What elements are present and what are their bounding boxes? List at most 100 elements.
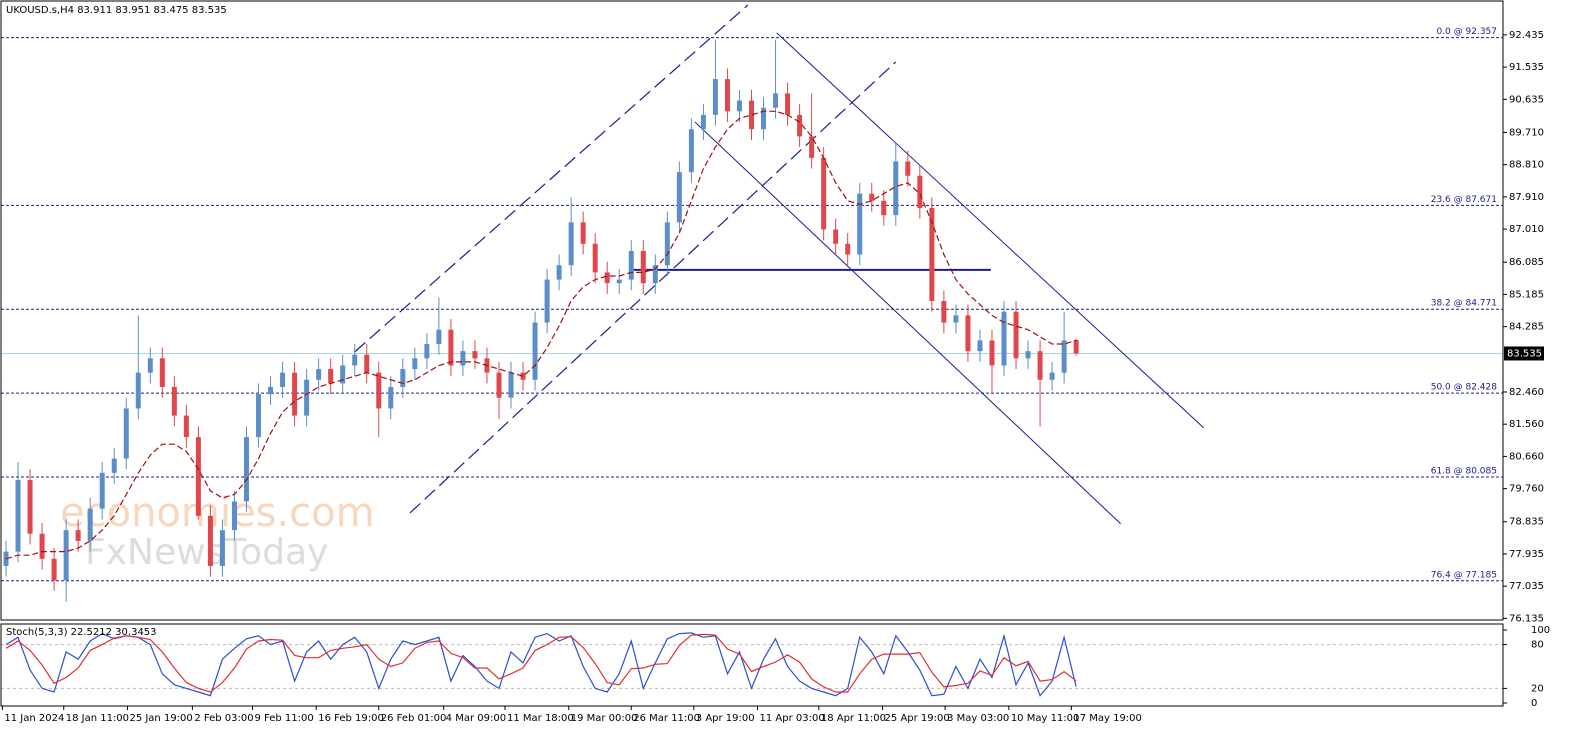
candle-body: [1001, 311, 1007, 366]
candle-body: [941, 301, 947, 323]
current-price-box: [1504, 346, 1544, 361]
candle-body: [905, 161, 911, 176]
candle-body: [724, 79, 730, 112]
x-tick-label: 26 Mar 11:00: [633, 713, 700, 724]
watermark: FxNewsToday: [85, 532, 328, 573]
fib-label: 61.8 @ 80.085: [1431, 466, 1497, 476]
candle-body: [243, 437, 249, 502]
candle-body: [75, 530, 81, 541]
candle-body: [568, 222, 574, 266]
candle-body: [652, 265, 658, 284]
candle-body: [749, 100, 754, 130]
candle-body: [436, 329, 442, 345]
stoch-tick-label: 80: [1531, 640, 1544, 651]
candle-body: [328, 369, 334, 384]
candle-body: [280, 372, 286, 387]
candle-body: [604, 272, 610, 284]
y-tick-label: 90.635: [1509, 94, 1544, 105]
candle-body: [63, 530, 69, 581]
candle-body: [1037, 351, 1043, 380]
y-tick-label: 91.535: [1509, 62, 1544, 73]
fib-label: 76.4 @ 77.185: [1431, 570, 1497, 580]
trendline: [409, 61, 897, 514]
candle-body: [580, 222, 586, 244]
y-tick-label: 89.710: [1509, 127, 1544, 138]
x-tick-label: 11 Apr 03:00: [760, 713, 825, 724]
candle-body: [159, 358, 165, 387]
x-tick-label: 18 Apr 11:00: [821, 713, 886, 724]
candle-body: [111, 458, 117, 473]
y-tick-label: 92.435: [1509, 30, 1544, 41]
candle-body: [147, 358, 153, 373]
x-tick-label: 4 Mar 09:00: [446, 713, 506, 724]
candle-body: [448, 329, 454, 366]
candle-body: [15, 480, 21, 552]
candle-body: [207, 515, 213, 566]
y-tick-label: 80.660: [1509, 451, 1544, 462]
candle-body: [87, 508, 93, 541]
x-tick-label: 3 Apr 19:00: [696, 713, 755, 724]
x-tick-label: 11 Mar 18:00: [507, 713, 574, 724]
candle-body: [171, 386, 177, 416]
candle-body: [219, 530, 225, 566]
candle-body: [135, 372, 141, 409]
stoch-label: Stoch(5,3,3) 22.5212 30.3453: [6, 627, 157, 638]
candle-body: [773, 93, 779, 108]
candle-body: [845, 243, 851, 255]
candle-body: [508, 372, 514, 398]
candle-body: [712, 79, 718, 115]
candle-body: [953, 315, 959, 323]
candle-body: [364, 354, 370, 373]
candle-body: [797, 114, 803, 137]
candle-body: [532, 322, 538, 380]
candle-body: [1061, 340, 1067, 373]
candle-body: [989, 340, 995, 366]
candle-body: [893, 161, 899, 216]
moving-average: [5, 110, 1077, 560]
candle-body: [388, 386, 394, 409]
candle-body: [700, 114, 706, 130]
x-tick-label: 26 Feb 01:00: [381, 713, 447, 724]
plot: 92.435 91.535 90.635 89.710 88.810 87.910 87.0…: [1, 4, 1550, 724]
x-tick-label: 2 Feb 03:00: [194, 713, 253, 724]
candle-body: [231, 501, 237, 531]
candle-body: [520, 372, 526, 380]
trendline: [694, 121, 1121, 525]
candle-body: [316, 369, 322, 380]
stoch-line: [5, 632, 1077, 697]
x-tick-label: 11 Jan 2024: [4, 713, 64, 724]
y-tick-label: 77.035: [1509, 581, 1544, 592]
watermark: economies.com: [60, 490, 375, 536]
candle-body: [929, 207, 935, 302]
stoch-tick-label: 20: [1531, 683, 1544, 694]
candle-body: [183, 415, 189, 438]
y-tick-label: 86.085: [1509, 257, 1544, 268]
chart-title: UKOUSD.s,H4 83.911 83.951 83.475 83.535: [6, 5, 227, 16]
fib-label: 0.0 @ 92.357: [1436, 27, 1497, 37]
y-tick-label: 87.910: [1509, 192, 1544, 203]
candle-body: [99, 472, 105, 509]
x-tick-label: 25 Apr 19:00: [885, 713, 950, 724]
y-tick-label: 82.460: [1509, 387, 1544, 398]
stoch-tick-label: 100: [1531, 625, 1550, 636]
candle-body: [376, 372, 382, 409]
candle-body: [472, 351, 478, 359]
candle-body: [676, 172, 682, 223]
candle-body: [688, 129, 694, 173]
candle-body: [424, 344, 430, 359]
candle-body: [1073, 340, 1079, 354]
candle-body: [640, 250, 646, 284]
trendline: [776, 32, 1204, 429]
x-tick-label: 10 May 11:00: [1011, 713, 1080, 724]
candle-body: [869, 193, 875, 201]
candle-body: [1049, 372, 1055, 380]
candle-body: [628, 250, 634, 280]
x-tick-label: 18 Jan 11:00: [66, 713, 129, 724]
candle-body: [556, 265, 562, 280]
y-tick-label: 77.935: [1509, 549, 1544, 560]
y-tick-label: 81.560: [1509, 419, 1544, 430]
candle-body: [123, 408, 129, 459]
candle-body: [460, 351, 466, 366]
